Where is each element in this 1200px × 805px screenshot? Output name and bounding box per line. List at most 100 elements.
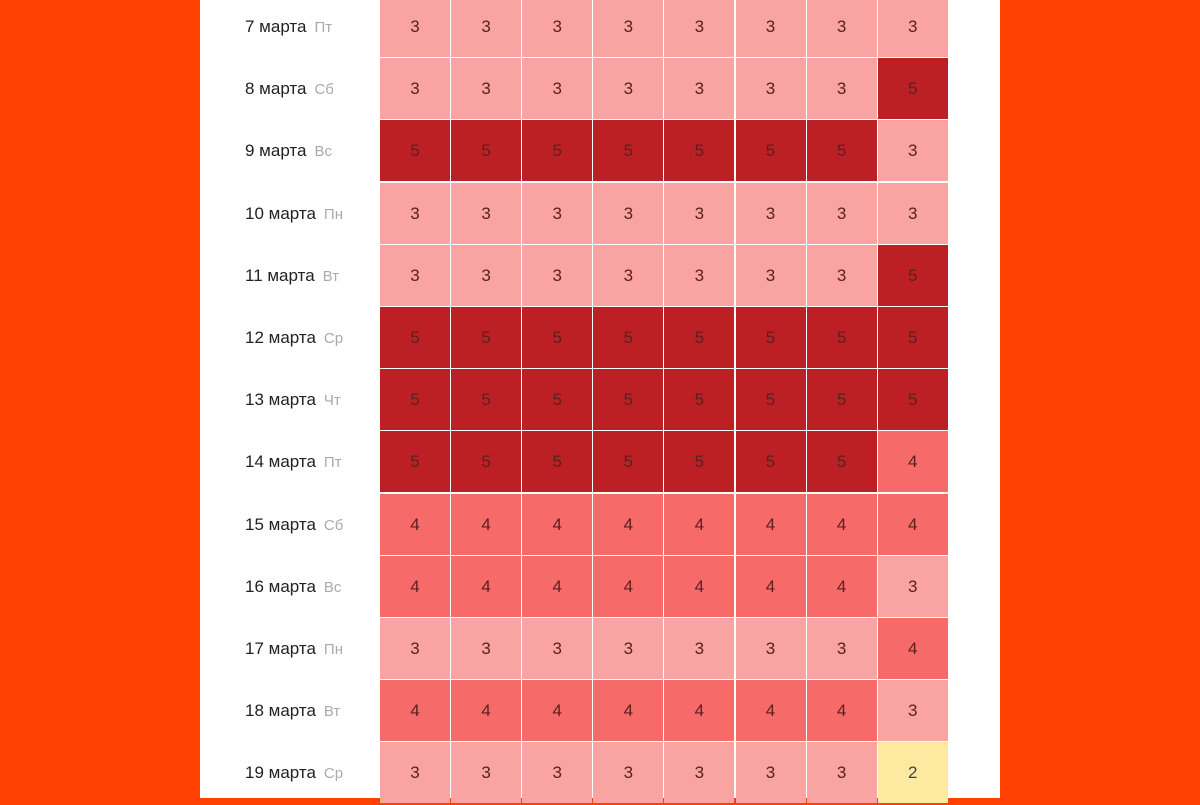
heatmap-cell: 3 bbox=[877, 680, 948, 742]
heatmap-cell: 5 bbox=[451, 120, 522, 182]
row-weekday-label: Чт bbox=[323, 392, 341, 410]
heatmap-cell: 3 bbox=[522, 244, 593, 306]
heatmap-cell: 3 bbox=[735, 182, 806, 244]
heatmap-cell: 4 bbox=[806, 680, 877, 742]
heatmap-cell: 4 bbox=[806, 493, 877, 555]
heatmap-cell: 3 bbox=[806, 742, 877, 804]
row-weekday-label: Ср bbox=[323, 765, 344, 783]
heatmap-cell: 5 bbox=[877, 244, 948, 306]
heatmap-cell: 5 bbox=[664, 369, 735, 431]
heatmap-cell: 3 bbox=[380, 244, 450, 306]
heatmap-cell: 3 bbox=[735, 618, 806, 679]
heatmap-cell: 3 bbox=[522, 618, 593, 679]
heatmap-cell: 4 bbox=[522, 555, 593, 617]
heatmap-cell: 3 bbox=[451, 58, 522, 120]
heatmap-cell: 3 bbox=[664, 58, 735, 120]
heatmap-cell: 3 bbox=[522, 182, 593, 244]
heatmap-cell: 5 bbox=[877, 58, 948, 120]
heatmap-cell: 3 bbox=[735, 742, 806, 804]
heatmap-row: 16 марта Вс 4 4 4 4 4 4 4 3 bbox=[200, 555, 1000, 618]
heatmap-cell: 4 bbox=[664, 493, 735, 555]
heatmap-row: 18 марта Вт 4 4 4 4 4 4 4 3 bbox=[200, 680, 1000, 742]
heatmap-cell: 5 bbox=[877, 307, 948, 368]
heatmap-cell: 5 bbox=[877, 369, 948, 431]
heatmap-cell: 5 bbox=[522, 369, 593, 431]
heatmap-cell: 5 bbox=[806, 120, 877, 182]
heatmap-cell: 5 bbox=[664, 120, 735, 182]
heatmap-cell: 5 bbox=[664, 307, 735, 368]
heatmap-cell: 5 bbox=[380, 431, 450, 493]
heatmap-cell: 3 bbox=[451, 244, 522, 306]
heatmap-cell: 3 bbox=[380, 742, 450, 804]
heatmap-cell: 5 bbox=[806, 369, 877, 431]
heatmap-cell: 3 bbox=[664, 182, 735, 244]
heatmap-cell: 3 bbox=[451, 742, 522, 804]
heatmap-cell: 3 bbox=[877, 182, 948, 244]
heatmap-cell: 3 bbox=[806, 0, 877, 57]
heatmap-cell: 5 bbox=[522, 307, 593, 368]
heatmap-cell: 5 bbox=[735, 307, 806, 368]
heatmap-cell: 4 bbox=[877, 493, 948, 555]
heatmap-row: 7 марта Пт 3 3 3 3 3 3 3 3 bbox=[200, 0, 1000, 58]
heatmap-cell: 5 bbox=[806, 431, 877, 493]
row-date-label: 14 марта bbox=[245, 452, 316, 472]
heatmap-row: 15 марта Сб 4 4 4 4 4 4 4 4 bbox=[200, 493, 1000, 556]
heatmap-cell: 4 bbox=[451, 555, 522, 617]
heatmap-cell: 5 bbox=[593, 307, 664, 368]
heatmap-cell: 2 bbox=[877, 742, 948, 804]
heatmap-cell: 4 bbox=[735, 555, 806, 617]
heatmap-cell: 3 bbox=[593, 0, 664, 57]
heatmap-cell: 5 bbox=[451, 369, 522, 431]
heatmap-cell: 3 bbox=[593, 618, 664, 679]
heatmap-cell: 3 bbox=[451, 0, 522, 57]
heatmap-row: 8 марта Сб 3 3 3 3 3 3 3 5 bbox=[200, 58, 1000, 120]
heatmap-cell: 3 bbox=[664, 618, 735, 679]
heatmap-row: 13 марта Чт 5 5 5 5 5 5 5 5 bbox=[200, 369, 1000, 431]
heatmap-cell: 5 bbox=[380, 369, 450, 431]
heatmap-row: 14 марта Пт 5 5 5 5 5 5 5 4 bbox=[200, 431, 1000, 493]
heatmap-cell: 5 bbox=[593, 120, 664, 182]
heatmap-cell: 5 bbox=[735, 369, 806, 431]
heatmap-cell: 4 bbox=[451, 493, 522, 555]
row-date-label: 11 марта bbox=[245, 265, 315, 285]
heatmap-cell: 4 bbox=[735, 680, 806, 742]
row-weekday-label: Сб bbox=[323, 516, 344, 534]
heatmap-cell: 3 bbox=[380, 618, 450, 679]
heatmap-cell: 3 bbox=[735, 244, 806, 306]
heatmap-cell: 3 bbox=[664, 244, 735, 306]
heatmap-cell: 3 bbox=[593, 182, 664, 244]
row-weekday-label: Пт bbox=[323, 454, 342, 472]
row-weekday-label: Пн bbox=[323, 205, 343, 223]
row-weekday-label: Вс bbox=[323, 578, 342, 596]
heatmap-cell: 3 bbox=[806, 182, 877, 244]
row-date-label: 19 марта bbox=[245, 763, 316, 783]
heatmap-cell: 3 bbox=[806, 618, 877, 679]
row-date-label: 13 марта bbox=[245, 390, 316, 410]
heatmap-cell: 3 bbox=[593, 742, 664, 804]
heatmap-cell: 3 bbox=[735, 58, 806, 120]
heatmap-cell: 3 bbox=[451, 182, 522, 244]
heatmap-cell: 5 bbox=[593, 431, 664, 493]
heatmap-cell: 3 bbox=[380, 0, 450, 57]
heatmap-cell: 5 bbox=[380, 307, 450, 368]
row-date-label: 8 марта bbox=[245, 79, 307, 99]
heatmap-row: 11 марта Вт 3 3 3 3 3 3 3 5 bbox=[200, 244, 1000, 307]
heatmap-cell: 3 bbox=[522, 742, 593, 804]
row-date-label: 10 марта bbox=[245, 203, 316, 223]
heatmap-cell: 3 bbox=[593, 58, 664, 120]
heatmap-cell: 4 bbox=[451, 680, 522, 742]
heatmap-cell: 5 bbox=[735, 431, 806, 493]
heatmap-row: 10 марта Пн 3 3 3 3 3 3 3 3 bbox=[200, 182, 1000, 245]
row-date-label: 15 марта bbox=[245, 514, 316, 534]
heatmap-row: 17 марта Пн 3 3 3 3 3 3 3 4 bbox=[200, 618, 1000, 680]
heatmap-cell: 4 bbox=[806, 555, 877, 617]
row-weekday-label: Вт bbox=[323, 703, 341, 721]
heatmap-cell: 5 bbox=[522, 431, 593, 493]
heatmap-cell: 3 bbox=[664, 742, 735, 804]
forecast-panel: 7 марта Пт 3 3 3 3 3 3 3 3 8 марта Сб 3 3 3 3 3 3 3 5 9 март… bbox=[200, 0, 1000, 804]
row-weekday-label: Вс bbox=[314, 143, 332, 161]
heatmap-cell: 3 bbox=[380, 182, 450, 244]
heatmap-cell: 5 bbox=[735, 120, 806, 182]
heatmap-row: 19 марта Ср 3 3 3 3 3 3 3 2 bbox=[200, 742, 1000, 804]
heatmap-cell: 4 bbox=[664, 680, 735, 742]
